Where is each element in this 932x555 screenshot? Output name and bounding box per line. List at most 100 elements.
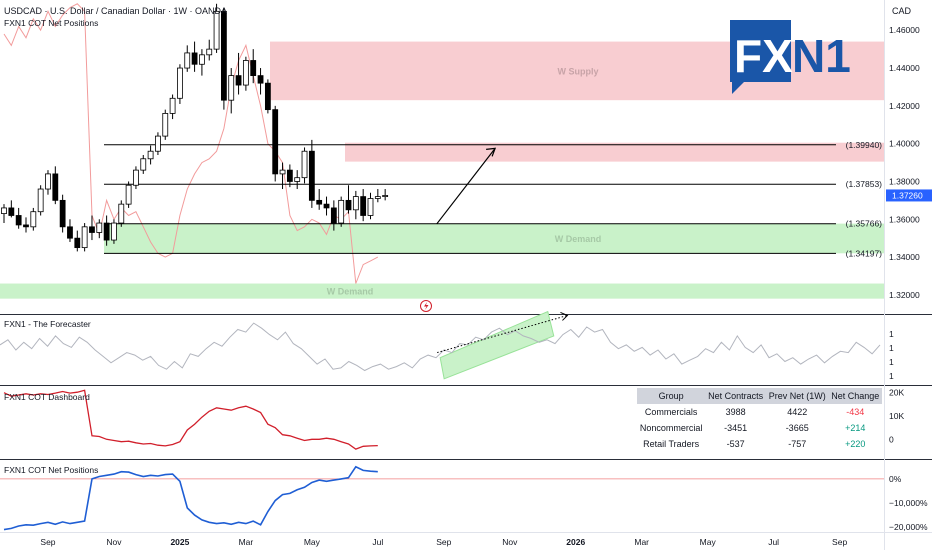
x-tick-label: Sep (832, 537, 847, 547)
candle-body (23, 224, 29, 228)
row-net: -3451 (724, 423, 748, 433)
row-group: Commercials (644, 407, 698, 417)
logo-badge (730, 20, 791, 94)
x-tick-label: May (700, 537, 717, 547)
zone-demand (104, 223, 884, 254)
candle-body (184, 52, 191, 69)
candle-body (279, 169, 286, 175)
x-tick-label: 2025 (170, 537, 189, 547)
zone-supply (345, 142, 884, 162)
zone-label: W Demand (327, 287, 374, 297)
row-net: -537 (726, 439, 745, 449)
cot-net-line (3, 465, 378, 531)
candle-body (140, 158, 147, 171)
y-tick-label: 1.42000 (889, 101, 920, 111)
level-label: (1.37853) (846, 179, 883, 189)
candle-body (8, 207, 15, 216)
cot-overlay-line (3, 3, 379, 284)
col-net-contracts: Net Contracts (705, 388, 766, 404)
x-tick-label: May (304, 537, 321, 547)
net-y-tick: 0% (889, 474, 902, 484)
candle-body (294, 177, 301, 182)
net-y-tick: −20,000% (889, 522, 928, 532)
candle-body (338, 199, 345, 224)
x-tick-label: 2026 (566, 537, 585, 547)
candle-body (352, 196, 359, 211)
col-group: Group (637, 388, 706, 404)
cot-table-header: Group Net Contracts Prev Net (1W) Net Ch… (637, 388, 882, 404)
x-tick-label: Jul (768, 537, 779, 547)
level-label: (1.35766) (846, 219, 883, 229)
candle-body (228, 75, 235, 101)
fxn1-logo: FX N1 (730, 20, 851, 94)
candle-body (15, 215, 22, 226)
indicator-title-main[interactable]: FXN1 COT Net Positions (4, 18, 98, 28)
zone-label: W Demand (555, 234, 602, 244)
x-tick-label: Jul (372, 537, 383, 547)
candle-body (235, 75, 242, 86)
trend-arrow (436, 148, 496, 225)
candle-body (155, 135, 161, 152)
y-tick-label: 1.44000 (889, 63, 920, 73)
candle-body (45, 173, 51, 190)
logo-text-fx: FX (734, 30, 793, 82)
candle-body (272, 109, 279, 175)
y-tick-label: 1.46000 (889, 25, 920, 35)
row-prev: -3665 (785, 423, 809, 433)
candle-body (169, 97, 176, 114)
candle-body (301, 150, 308, 179)
candle-body (81, 226, 88, 249)
dashboard-y-tick: 0 (889, 434, 894, 444)
row-group: Noncommercial (639, 423, 703, 433)
row-net: 3988 (725, 407, 746, 417)
candle-body (382, 195, 389, 197)
forecaster-channel (439, 310, 555, 380)
dashboard-title[interactable]: FXN1 COT Dashboard (4, 392, 90, 402)
cot-table: Group Net Contracts Prev Net (1W) Net Ch… (637, 388, 882, 452)
table-row: Commercials 3988 4422 -434 (637, 404, 882, 420)
dashboard-y-tick: 20K (889, 388, 904, 398)
forecaster-line (0, 322, 881, 372)
forecaster-y-tick: 1 (889, 357, 894, 367)
candle-body (264, 82, 271, 111)
candle-body (213, 10, 220, 50)
candle-body (316, 199, 323, 205)
candle-body (74, 237, 81, 249)
y-tick-label: 1.32000 (889, 290, 920, 300)
row-change: -434 (846, 407, 865, 417)
symbol-title[interactable]: USDCAD · U.S. Dollar / Canadian Dollar ·… (4, 6, 227, 16)
candle-body (220, 10, 227, 101)
candle-body (199, 54, 205, 65)
candle-body (250, 60, 257, 77)
candle-body (67, 226, 73, 239)
x-tick-label: Nov (502, 537, 518, 547)
dashboard-y-tick: 10K (889, 411, 904, 421)
candle-body (242, 60, 249, 86)
candle-body (308, 150, 315, 201)
zone-label: W Supply (558, 66, 599, 76)
candle-body (330, 207, 337, 224)
col-net-change: Net Change (828, 388, 882, 404)
row-prev: 4422 (787, 407, 808, 417)
logo-text-n1: N1 (792, 30, 851, 82)
y-tick-label: 1.38000 (889, 176, 920, 186)
currency-label: CAD (892, 6, 912, 16)
candle-body (89, 226, 95, 233)
y-tick-label: 1.34000 (889, 252, 920, 262)
candle-body (191, 52, 198, 65)
net-y-tick: −10,000% (889, 498, 928, 508)
candle-body (206, 48, 213, 56)
x-tick-label: Sep (40, 537, 55, 547)
forecaster-dotted-arrow (437, 314, 568, 354)
x-tick-label: Sep (436, 537, 451, 547)
forecaster-y-tick: 1 (889, 329, 894, 339)
trend-arrow-head (486, 147, 497, 157)
candle-body (30, 211, 37, 228)
net-title[interactable]: FXN1 COT Net Positions (4, 465, 98, 475)
candle-body (118, 203, 125, 224)
candle-body (374, 196, 381, 199)
candle-body (345, 199, 352, 211)
forecaster-title[interactable]: FXN1 - The Forecaster (4, 319, 91, 329)
x-tick-label: Mar (634, 537, 649, 547)
